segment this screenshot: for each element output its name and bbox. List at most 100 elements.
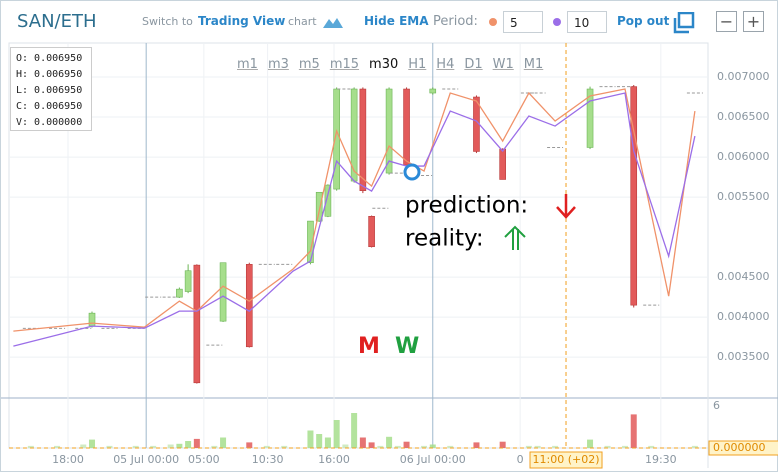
ema-line [13,92,696,347]
zoom-in-button[interactable]: + [743,11,764,32]
volume-bar [587,439,594,448]
candle-body [630,86,638,306]
volume-bar [281,445,288,448]
volume-bar [447,445,454,448]
crosshair-x-label: 11:00 (+02) [533,453,600,466]
candle-body [219,262,227,322]
annotation: prediction: [405,193,528,219]
candle-body [184,270,192,292]
switch-label: Switch to [142,15,193,28]
y-tick-label: 0.007000 [717,70,770,83]
switch-suffix: chart [288,15,317,28]
volume-bar [394,445,401,448]
pop-out-button[interactable]: Pop out [617,14,670,28]
volume-bar [246,442,253,448]
candle-body [315,191,323,222]
candle-body [368,215,375,248]
x-tick-label: 19:30 [645,453,677,466]
down-arrow-icon [556,194,576,219]
x-tick-label: 16:00 [318,453,350,466]
volume-bar [552,445,559,448]
timeframe-button[interactable]: m1 [237,57,258,72]
cloud-icon[interactable] [321,14,345,30]
candle-body [499,148,506,180]
volume-bar [359,437,366,448]
pop-out-icon[interactable] [673,12,695,34]
candle-body [88,312,96,327]
ohlc-line: C: 0.006950 [16,101,83,112]
crosshair-x-box [529,451,603,469]
volume-bar [473,442,480,448]
y-tick-label: 0.003500 [717,350,770,363]
volume-bar [403,441,410,448]
period-label: Period: [433,14,478,29]
timeframe-bar: m1 m3 m5 m15 m30 H1 H4 D1 W1 M1 [237,57,553,72]
ema-color-dot [553,18,561,26]
ohlc-line: L: 0.006950 [16,85,83,96]
timeframe-button[interactable]: m5 [298,57,320,72]
volume-bar [499,441,506,448]
crosshair-y-label: 0.000000 [713,441,766,454]
x-tick-label: 0 [517,453,524,466]
ohlc-box: O: 0.006950 H: 0.006950 L: 0.006950 C: 0.00… [10,47,92,131]
volume-bar [150,445,157,448]
volume-bar [89,439,96,448]
candle-body [193,264,201,384]
volume-bar [185,441,192,448]
volume-bar [54,445,61,448]
timeframe-button[interactable]: M1 [523,57,544,72]
volume-bar [342,444,349,448]
volume-bar [307,430,314,448]
volume-bar [525,445,532,448]
x-tick-label: 10:30 [252,453,284,466]
volume-bar [421,445,428,448]
timeframe-button[interactable]: H1 [408,57,427,72]
x-tick-label: 06 Jul 00:00 [400,453,466,466]
volume-bar [691,445,698,448]
volume-bar [429,444,436,448]
plot-frame [8,42,709,449]
timeframe-button[interactable]: m3 [267,57,289,72]
volume-bar [351,413,358,448]
up-arrow-icon [504,225,526,250]
volume-bar [176,443,183,448]
annotation: W [395,334,419,359]
volume-bar [324,437,331,448]
volume-bar [621,445,628,448]
timeframe-button[interactable]: m15 [329,57,360,72]
timeframe-button[interactable]: m30 [369,57,399,72]
volume-bar [368,442,375,448]
annotation: reality: [405,226,484,252]
period-input[interactable]: 5 [503,11,543,33]
timeframe-button[interactable]: W1 [492,57,514,72]
volume-tick-label: 6 [713,399,720,412]
candle-body [586,88,594,148]
ohlc-line: V: 0.000000 [16,117,83,128]
candle-body [324,184,332,217]
timeframe-button[interactable]: H4 [436,57,455,72]
marker [403,163,421,181]
volume-bar [630,414,637,448]
period-input[interactable]: 10 [567,11,607,33]
y-tick-label: 0.005500 [717,190,770,203]
volume-bar [386,436,393,448]
volume-bar [132,445,139,448]
volume-bar [534,445,541,448]
zoom-out-button[interactable]: − [716,11,737,32]
volume-bar [377,445,384,448]
candle-body [176,288,183,298]
volume-bar [80,444,87,448]
volume-bar [648,445,655,448]
volume-bar [604,445,611,448]
hide-ema-button[interactable]: Hide EMA [364,14,429,28]
ohlc-line: H: 0.006950 [16,69,83,80]
volume-bar [106,445,113,448]
y-tick-label: 0.006000 [717,150,770,163]
volume-bar [263,445,270,448]
x-tick-label: 05:00 [188,453,220,466]
y-tick-label: 0.006500 [717,110,770,123]
trading-view-link[interactable]: Trading View [198,14,286,28]
timeframe-button[interactable]: D1 [464,57,483,72]
